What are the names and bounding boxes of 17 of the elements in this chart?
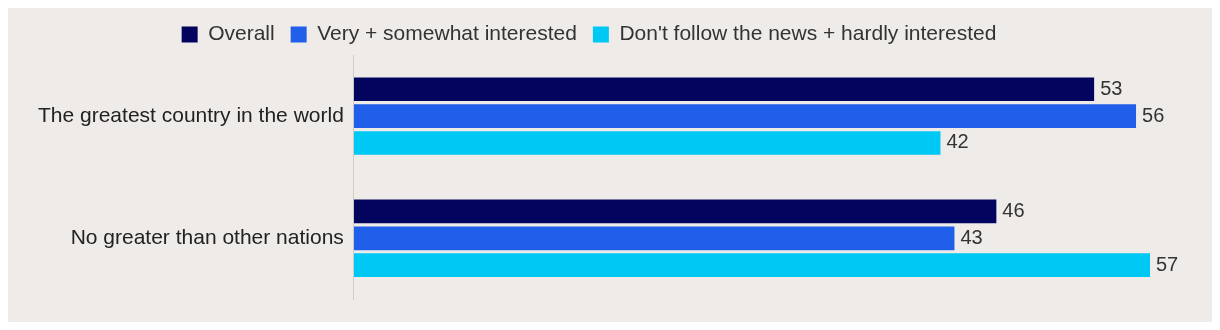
data-label: 53 <box>1100 76 1123 99</box>
data-label: 57 <box>1156 252 1179 275</box>
legend-label: Very + somewhat interested <box>317 21 577 45</box>
data-label: 43 <box>960 225 983 248</box>
legend-label: Overall <box>208 21 275 45</box>
y-tick-label: No greater than other nations <box>70 225 344 249</box>
legend-label: Don't follow the news + hardly interested <box>619 21 997 45</box>
data-label: 46 <box>1002 198 1025 221</box>
y-tick-label: The greatest country in the world <box>37 102 344 126</box>
bar <box>353 199 997 224</box>
bar <box>353 131 941 155</box>
data-label: 42 <box>946 130 969 153</box>
bar <box>353 253 1150 278</box>
bar <box>353 104 1137 128</box>
data-label: 56 <box>1142 103 1165 126</box>
bar <box>353 226 955 251</box>
bar <box>353 77 1095 102</box>
